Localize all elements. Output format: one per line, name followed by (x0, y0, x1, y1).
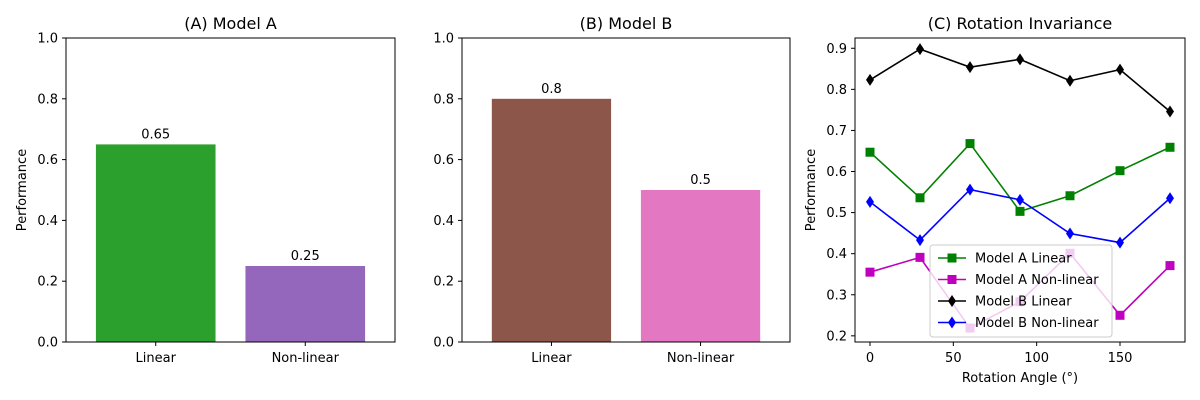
data-point (916, 43, 924, 56)
data-point (866, 195, 874, 208)
y-tick-label: 0.8 (433, 92, 454, 107)
data-point (916, 234, 924, 247)
y-tick-label: 0.4 (37, 214, 58, 229)
data-point (966, 61, 974, 74)
data-point (1115, 166, 1125, 176)
bar (245, 266, 366, 342)
y-tick-label: 0.3 (826, 288, 847, 303)
chart-title: (A) Model A (184, 14, 277, 33)
bar-value-label: 0.25 (291, 249, 320, 264)
y-tick-label: 0.7 (826, 124, 847, 139)
plot-frame-2 (854, 37, 1186, 343)
legend-marker (948, 295, 956, 307)
legend-marker (947, 253, 957, 263)
bar-value-label: 0.65 (141, 127, 170, 142)
y-tick-label: 0.9 (826, 42, 847, 57)
data-point (1016, 193, 1024, 206)
legend-entry: Model A Linear (975, 252, 1072, 267)
series-3 (866, 183, 1174, 249)
x-tick-label: 0 (866, 351, 874, 366)
x-tick-label: Non-linear (272, 351, 340, 366)
legend-entry: Model B Linear (975, 295, 1072, 310)
y-tick-label: 0.0 (433, 336, 454, 351)
x-tick-label: 100 (1024, 351, 1049, 366)
data-point (1116, 63, 1124, 76)
bar (95, 144, 216, 342)
data-point (1166, 192, 1174, 205)
y-tick-label: 0.6 (826, 165, 847, 180)
legend-marker (948, 316, 956, 329)
y-tick-label: 0.5 (826, 206, 847, 221)
y-tick-label: 0.8 (37, 92, 58, 107)
x-tick-label: 50 (945, 351, 962, 366)
bar-value-label: 0.5 (690, 173, 711, 188)
data-point (1015, 206, 1025, 216)
legend: Model A Linear Model A Non-linear Model B … (929, 244, 1113, 338)
x-tick-label: Non-linear (667, 351, 735, 366)
x-tick-label: 150 (1108, 351, 1133, 366)
legend-entry: Model A Non-linear (975, 273, 1099, 288)
y-tick-label: 0.0 (37, 336, 58, 351)
x-tick-label: Linear (531, 351, 572, 366)
data-point (1066, 74, 1074, 87)
plot-frame-1 (461, 37, 791, 343)
legend-box (929, 244, 1113, 338)
x-tick-label: Linear (136, 351, 177, 366)
chart-title: (B) Model B (580, 14, 673, 33)
y-tick-label: 0.2 (826, 329, 847, 344)
y-tick-label: 0.8 (826, 83, 847, 98)
data-point (866, 73, 874, 86)
bar-value-label: 0.8 (541, 82, 562, 97)
chart-panel-1: (B) Model B 0.0 0.2 0.4 0.6 0.8 1.0 0.8 Linear 0.… (433, 14, 761, 366)
data-point (1166, 105, 1174, 118)
chart-title: (C) Rotation Invariance (928, 14, 1112, 33)
data-point (915, 252, 925, 262)
data-point (1115, 310, 1125, 320)
y-tick-label: 0.6 (37, 153, 58, 168)
x-axis-label: Rotation Angle (°) (962, 371, 1078, 386)
data-point (865, 147, 875, 157)
legend-marker (947, 275, 957, 284)
data-point (1165, 142, 1175, 152)
bar (491, 98, 612, 342)
series-2 (866, 43, 1174, 118)
plot-frame-0 (65, 37, 396, 343)
y-tick-label: 0.6 (433, 153, 454, 168)
y-tick-label: 0.4 (826, 247, 847, 262)
data-point (1116, 236, 1124, 249)
data-point (915, 193, 925, 203)
bar (640, 190, 761, 342)
y-tick-label: 0.4 (433, 214, 454, 229)
data-point (1066, 227, 1074, 240)
data-point (1165, 261, 1175, 271)
y-tick-label: 1.0 (433, 32, 454, 47)
data-point (865, 267, 875, 277)
legend-entry: Model B Non-linear (975, 316, 1099, 331)
chart-panel-0: (A) Model A 0.0 0.2 0.4 0.6 0.8 1.0 Performance… (15, 14, 366, 366)
series-0 (865, 139, 1175, 216)
y-axis-label: Performance (804, 149, 819, 231)
data-point (1016, 53, 1024, 66)
y-axis-label: Performance (15, 149, 30, 231)
data-point (966, 183, 974, 196)
y-tick-label: 1.0 (37, 32, 58, 47)
data-point (1065, 191, 1075, 201)
data-point (965, 139, 975, 149)
y-tick-label: 0.2 (433, 275, 454, 290)
chart-panel-2: (C) Rotation Invariance 0.2 0.3 0.4 0.5 0.6 0.… (804, 14, 1175, 386)
y-tick-label: 0.2 (37, 275, 58, 290)
